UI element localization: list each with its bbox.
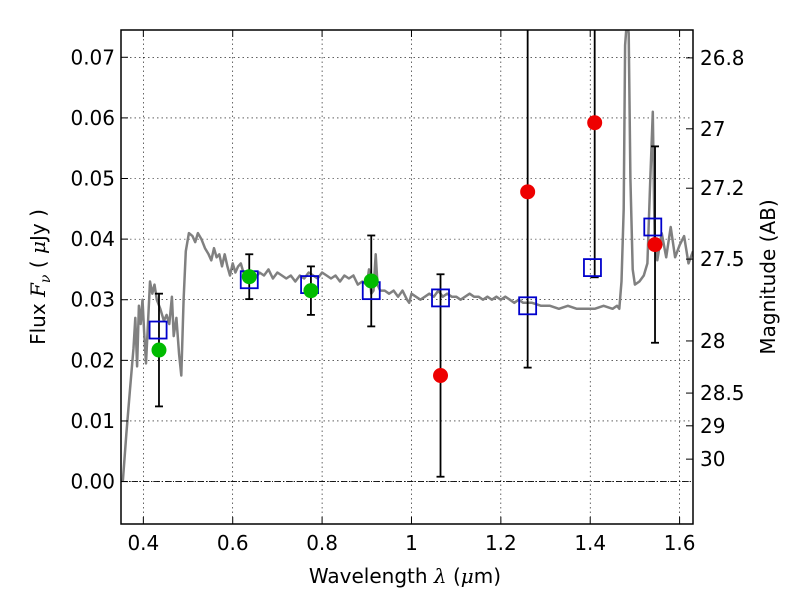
x-tick-label: 1.4 [574,531,606,555]
y-tick-label: 0.07 [70,45,115,69]
detection-point [151,342,167,358]
y-axis-label-text: Flux [26,303,50,345]
model-flux-box [583,258,602,278]
y-tick-label: 0.00 [70,470,115,494]
nondetection-point [587,115,603,131]
x-tick-label: 0.6 [217,531,249,555]
y2-tick-label: 29 [700,414,725,438]
grid [121,30,693,524]
y-tick-label: 0.01 [70,409,115,433]
model-flux-box [148,320,168,340]
y2-tick-label: 27.2 [700,176,745,200]
model-flux-box [518,296,538,316]
y-tick-label: 0.04 [70,227,115,251]
x-tick-label: 0.8 [306,531,338,555]
x-tick-label: 1.6 [664,531,696,555]
nondetection-point [647,237,663,253]
y2-tick-label: 28.5 [700,381,745,405]
detection-point [363,273,379,289]
nondetection-point [520,184,536,200]
y-axis-label-unit-open: ( [26,260,50,268]
x-axis-label: Wavelength λ (μm) [309,564,501,588]
x-tick-label: 1.2 [485,531,517,555]
nondetection-point [433,367,449,383]
x-tick-label: 0.4 [127,531,159,555]
detection-point [241,269,257,285]
y2-tick-label: 30 [700,447,725,471]
detection-point [303,283,319,299]
y-tick-label: 0.06 [70,106,115,130]
y-tick-label: 0.03 [70,288,115,312]
y2-tick-label: 28 [700,329,725,353]
x-axis-label-unit-rest: m) [474,564,501,588]
x-axis-label-unit-mu: μ [461,564,474,588]
x-axis-label-text: Wavelength [309,564,428,588]
x-axis-label-unit-open: ( [453,564,461,588]
plot-frame [120,29,694,525]
model-flux-box [431,288,450,308]
x-tick-label: 1 [405,531,418,555]
y-tick-label: 0.02 [70,348,115,372]
y2-tick-label: 27.5 [700,247,745,271]
model-flux-box [643,217,663,237]
y2-tick-label: 26.8 [700,46,745,70]
ticks: 0.4 0.6 0.8 1 1.2 1.4 1.6 0.00 0.01 0.02 0.03 0.04 0… [70,30,745,555]
y-axis-label-unit-mu: μ [26,241,50,254]
y-axis-label-symbol: F [26,282,50,298]
y-axis-label-subscript: ν [38,274,54,283]
y2-axis-label: Magnitude (AB) [756,199,780,354]
y2-tick-label: 27 [700,117,725,141]
y-tick-label: 0.05 [70,167,115,191]
y-axis-label-unit-rest: Jy ) [26,209,50,243]
x-axis-label-symbol: λ [433,564,447,588]
data-layer [121,30,693,482]
y-axis-label: Flux Fν ( μJy ) [26,209,55,345]
